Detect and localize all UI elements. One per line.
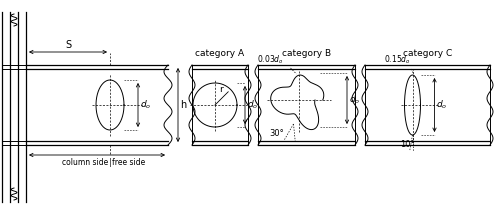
Text: $d_o$: $d_o$ <box>140 99 151 111</box>
Text: $0.03d_o$: $0.03d_o$ <box>256 54 283 66</box>
Text: 10°: 10° <box>400 140 415 149</box>
Text: S: S <box>65 40 71 50</box>
Text: $d_o$: $d_o$ <box>436 99 448 111</box>
Text: free side: free side <box>112 158 145 167</box>
Text: $d_o$: $d_o$ <box>247 99 258 111</box>
Text: category B: category B <box>282 49 331 58</box>
Text: |: | <box>108 158 112 167</box>
Text: 30°: 30° <box>269 129 284 138</box>
Text: column side: column side <box>62 158 108 167</box>
Text: $d_o$: $d_o$ <box>349 94 360 106</box>
Text: h: h <box>180 100 186 110</box>
Text: category A: category A <box>196 49 244 58</box>
Text: r: r <box>220 85 223 94</box>
Text: category C: category C <box>403 49 452 58</box>
Text: $0.15d_o$: $0.15d_o$ <box>384 54 410 66</box>
